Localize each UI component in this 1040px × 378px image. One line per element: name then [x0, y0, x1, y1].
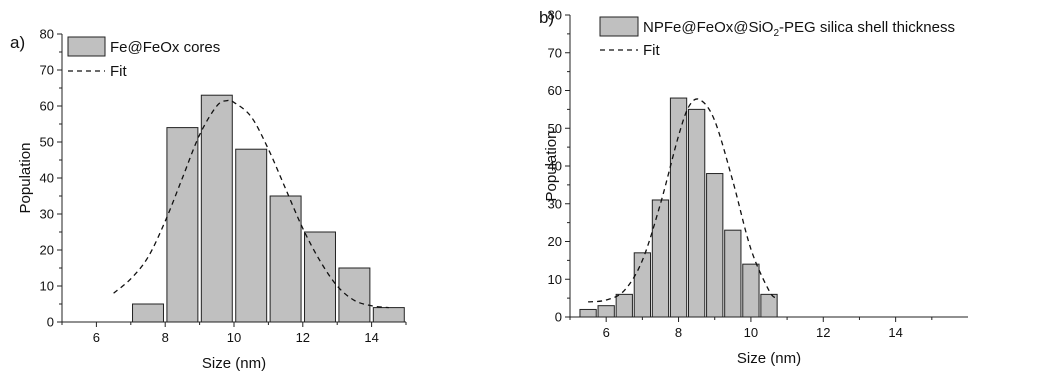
y-tick-label: 0: [47, 315, 54, 330]
x-tick-label: 14: [364, 330, 378, 345]
x-axis-label: Size (nm): [202, 355, 266, 372]
panel-label: b): [539, 8, 554, 27]
bar: [201, 95, 232, 322]
y-tick-label: 20: [40, 243, 54, 258]
legend-swatch-bar: [600, 17, 638, 36]
y-tick-label: 10: [40, 279, 54, 294]
y-tick-label: 70: [548, 45, 562, 60]
y-tick-label: 0: [555, 310, 562, 325]
bar: [373, 308, 404, 322]
bar: [598, 306, 614, 317]
bar: [616, 294, 632, 317]
legend-label-part: -PEG silica shell thickness: [779, 19, 955, 36]
bar: [652, 200, 668, 317]
x-tick-label: 8: [675, 325, 682, 340]
y-tick-label: 10: [548, 272, 562, 287]
bar: [743, 264, 759, 317]
y-tick-label: 30: [40, 207, 54, 222]
y-tick-label: 60: [548, 83, 562, 98]
y-tick-label: 60: [40, 99, 54, 114]
bar: [305, 232, 336, 322]
x-tick-label: 10: [227, 330, 241, 345]
y-tick-label: 20: [548, 234, 562, 249]
bar: [725, 230, 741, 317]
legend-label-fit: Fit: [643, 42, 660, 59]
x-tick-label: 6: [603, 325, 610, 340]
bar: [707, 174, 723, 317]
x-tick-label: 8: [162, 330, 169, 345]
y-tick-label: 50: [40, 135, 54, 150]
x-tick-label: 12: [296, 330, 310, 345]
panel-label: a): [10, 33, 25, 52]
y-axis-label: Population: [17, 143, 34, 214]
y-tick-label: 70: [40, 63, 54, 78]
legend-swatch-bar: [68, 37, 105, 56]
x-tick-label: 12: [816, 325, 830, 340]
bar: [167, 128, 198, 322]
bar: [133, 304, 164, 322]
bar: [688, 109, 704, 317]
legend-label-fit: Fit: [110, 63, 127, 80]
legend-label-bars: Fe@FeOx cores: [110, 39, 220, 56]
chart-panel-a: 0 10 20 30 40 50 60 70 80 6 8 10 12 14 Size (nm) Popula…: [10, 27, 406, 373]
y-axis-label: Population: [543, 131, 560, 202]
x-axis-label: Size (nm): [737, 350, 801, 367]
x-tick-label: 10: [744, 325, 758, 340]
y-tick-label: 80: [40, 27, 54, 42]
bar: [339, 268, 370, 322]
bar: [670, 98, 686, 317]
bar: [236, 149, 267, 322]
x-tick-label: 6: [93, 330, 100, 345]
y-tick-label: 40: [40, 171, 54, 186]
legend-label-part: NPFe@FeOx@SiO: [643, 19, 773, 36]
bar: [634, 253, 650, 317]
bar: [580, 309, 596, 317]
bar: [270, 196, 301, 322]
legend-label-bars: NPFe@FeOx@SiO2-PEG silica shell thicknes…: [643, 19, 955, 39]
x-tick-label: 14: [888, 325, 902, 340]
